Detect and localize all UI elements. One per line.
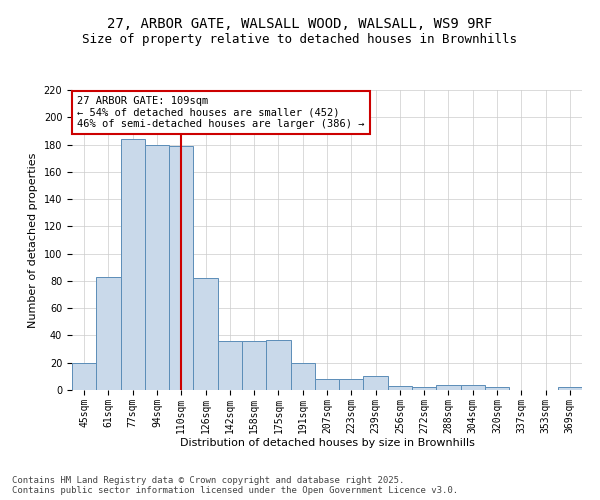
Bar [339,379,364,390]
Bar [290,362,315,390]
Bar [412,388,436,390]
Bar [266,340,290,390]
Text: 27, ARBOR GATE, WALSALL WOOD, WALSALL, WS9 9RF: 27, ARBOR GATE, WALSALL WOOD, WALSALL, W… [107,18,493,32]
Bar [193,278,218,390]
Bar [242,341,266,390]
Bar [96,277,121,390]
Y-axis label: Number of detached properties: Number of detached properties [28,152,38,328]
X-axis label: Distribution of detached houses by size in Brownhills: Distribution of detached houses by size … [179,438,475,448]
Bar [145,144,169,390]
Text: Size of property relative to detached houses in Brownhills: Size of property relative to detached ho… [83,32,517,46]
Bar [485,388,509,390]
Bar [558,388,582,390]
Bar [388,386,412,390]
Bar [72,362,96,390]
Bar [121,139,145,390]
Bar [461,384,485,390]
Bar [169,146,193,390]
Bar [315,379,339,390]
Bar [436,384,461,390]
Text: Contains HM Land Registry data © Crown copyright and database right 2025.
Contai: Contains HM Land Registry data © Crown c… [12,476,458,495]
Text: 27 ARBOR GATE: 109sqm
← 54% of detached houses are smaller (452)
46% of semi-det: 27 ARBOR GATE: 109sqm ← 54% of detached … [77,96,365,129]
Bar [364,376,388,390]
Bar [218,341,242,390]
